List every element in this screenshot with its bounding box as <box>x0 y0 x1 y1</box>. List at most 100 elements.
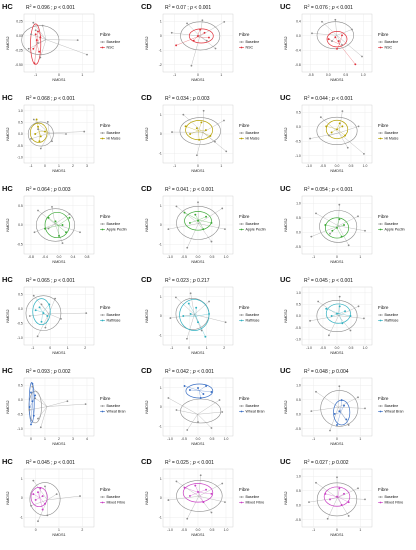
panel-label: HC <box>2 2 13 11</box>
legend-swatch-dot <box>101 46 104 49</box>
legend-item-label: Baseline <box>385 404 399 408</box>
nmds-panel: HC R2 = 0.093 ; p 0.002 0 1 2 3 4 0.5 0.0 -0.5 -1.… <box>2 366 126 446</box>
baseline-point <box>37 520 39 523</box>
baseline-spider-segment <box>310 315 339 322</box>
y-tick-label: 0.5 <box>296 216 301 220</box>
legend-swatch-dot <box>101 314 104 316</box>
fibre-spider-segment <box>185 126 199 132</box>
y-tick-label: 0.0 <box>296 34 301 38</box>
legend-item-label: Baseline <box>246 404 260 408</box>
x-tick-label: 0.5 <box>210 437 215 441</box>
baseline-point <box>79 231 81 234</box>
nmds-panel: UC R2 = 0.048 ; p 0.004 -1 0 1 1.0 0.5 0.0 -0.5 N… <box>280 366 403 446</box>
fibre-ellipse <box>185 383 214 399</box>
panel-label: CD <box>141 93 152 102</box>
baseline-point <box>34 397 37 400</box>
y-tick-label: -0.5 <box>295 245 301 249</box>
panel-label: CD <box>141 366 152 375</box>
fibre-point <box>343 404 345 407</box>
baseline-point <box>357 487 359 490</box>
x-tick-label: -0.5 <box>181 437 187 441</box>
fibre-point <box>37 30 39 33</box>
fibre-point <box>183 385 186 387</box>
baseline-point <box>205 39 208 42</box>
baseline-spider-segment <box>30 499 48 506</box>
baseline-spider-segment <box>37 313 49 337</box>
p-value: < 0.001 <box>58 460 75 466</box>
panel-label: HC <box>2 184 13 193</box>
stat-text: R2 = 0.044 ; p < 0.001 <box>304 95 353 102</box>
y-axis-label: NMDS2 <box>145 491 149 504</box>
baseline-spider-segment <box>311 225 339 237</box>
baseline-spider-segment <box>194 301 210 315</box>
fibre-point <box>343 224 345 226</box>
legend-item-label: Hi Maize <box>107 137 121 141</box>
baseline-point <box>65 133 67 135</box>
baseline-point <box>346 146 349 149</box>
r2-value: 0.064 <box>37 187 50 193</box>
fibre-point <box>183 211 186 214</box>
fibre-ellipse <box>28 382 35 424</box>
legend-item-label: Mixed Fibre <box>107 501 126 505</box>
fibre-spider-segment <box>176 36 197 46</box>
legend-title: Fibre <box>378 396 389 401</box>
x-tick-label: -1 <box>34 73 37 77</box>
y-tick-label: -0.25 <box>15 48 23 52</box>
baseline-point <box>170 31 173 34</box>
x-tick-label: 1 <box>359 255 361 259</box>
fibre-ellipse <box>29 122 48 143</box>
y-tick-label: 1.0 <box>296 383 301 387</box>
fibre-point <box>329 498 331 501</box>
legend-item-label: Baseline <box>246 313 260 317</box>
baseline-point <box>224 501 226 504</box>
x-axis-label: NMDS1 <box>191 351 204 355</box>
baseline-spider-segment <box>327 497 338 519</box>
fibre-point <box>340 235 343 238</box>
fibre-spider-segment <box>57 217 70 226</box>
x-tick-label: -1 <box>173 164 176 168</box>
baseline-spider-segment <box>310 132 339 139</box>
baseline-spider-segment <box>196 132 204 156</box>
p-value: 0.217 <box>197 278 210 284</box>
nmds-panel: UC R2 = 0.054 ; p < 0.001 -1 0 1 1.0 0.5 0.0 -0.… <box>280 184 405 264</box>
baseline-spider-segment <box>198 496 225 503</box>
legend-item-label: Wheat Bran <box>107 410 126 414</box>
baseline-point <box>86 53 88 56</box>
baseline-spider-segment <box>48 223 56 229</box>
fibre-point <box>192 39 195 42</box>
x-tick-label: 2 <box>72 164 74 168</box>
legend-swatch-dot <box>240 46 243 49</box>
y-tick-label: -0.5 <box>295 326 301 330</box>
fibre-spider-segment <box>198 130 200 140</box>
baseline-spider-segment <box>197 399 220 415</box>
stat-text: R2 = 0.07 ; p < 0.001 <box>165 4 211 11</box>
y-tick-label: -1 <box>20 516 23 520</box>
baseline-point <box>338 295 341 298</box>
fibre-point <box>41 508 44 511</box>
baseline-point <box>341 110 344 113</box>
x-tick-label: 1.0 <box>361 73 366 77</box>
legend-swatch-dot <box>379 46 382 49</box>
legend-item-label: Baseline <box>385 222 399 226</box>
fibre-point <box>187 302 190 305</box>
baseline-point <box>218 399 221 401</box>
baseline-spider-segment <box>28 39 47 49</box>
legend-item-label: Wheat Bran <box>246 410 265 414</box>
fibre-point <box>204 335 207 338</box>
stat-text: R2 = 0.068 ; p < 0.001 <box>26 95 75 102</box>
y-tick-label: -1 <box>159 425 162 429</box>
panel-label: UC <box>280 275 291 284</box>
r2-value: 0.065 <box>37 278 50 284</box>
fibre-point <box>330 315 333 317</box>
baseline-spider-segment <box>338 225 366 231</box>
p-value: 0.002 <box>58 369 71 375</box>
y-tick-label: 1.0 <box>296 474 301 478</box>
fibre-point <box>331 229 334 232</box>
fibre-spider-segment <box>198 216 207 221</box>
legend-item-label: Baseline <box>107 222 121 226</box>
x-tick-label: 0 <box>197 73 199 77</box>
baseline-point <box>37 128 39 131</box>
y-axis-label: NMDS2 <box>145 127 149 140</box>
y-tick-label: 0.00 <box>16 34 23 38</box>
baseline-point <box>309 319 311 322</box>
